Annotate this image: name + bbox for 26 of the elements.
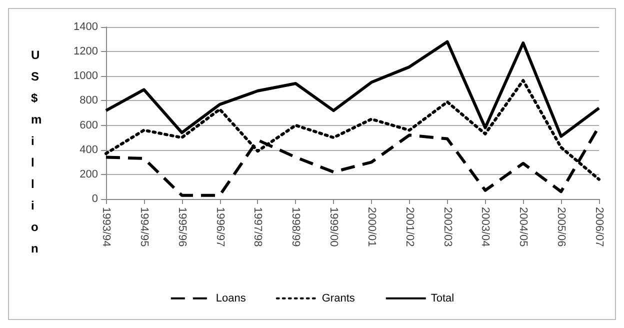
x-tick-label: 1998/99 <box>290 207 302 247</box>
x-tick-label: 2001/02 <box>403 207 416 247</box>
x-tick-label: 2006/07 <box>593 207 605 247</box>
x-tick-label: 2005/06 <box>555 207 568 247</box>
y-tick-label: 800 <box>80 94 98 107</box>
y-tick-label: 400 <box>80 144 98 156</box>
y-tick-label: 600 <box>80 119 98 132</box>
legend-label: Total <box>430 292 454 304</box>
x-tick-label: 2002/03 <box>441 207 454 247</box>
legend-label: Grants <box>322 292 356 304</box>
x-tick-label: 1997/98 <box>252 207 264 247</box>
x-tick-label: 2000/01 <box>365 207 378 247</box>
y-tick-label: 1400 <box>74 21 98 33</box>
x-tick-label: 1996/97 <box>214 207 226 247</box>
y-tick-label: 0 <box>92 193 98 205</box>
x-tick-label: 2003/04 <box>479 207 492 247</box>
x-tick-label: 1993/94 <box>100 207 112 247</box>
x-tick-label: 1995/96 <box>176 207 188 247</box>
x-tick-label: 1994/95 <box>138 207 150 247</box>
legend-label: Loans <box>216 292 246 304</box>
y-tick-label: 1200 <box>74 46 98 58</box>
y-tick-label: 200 <box>80 168 98 180</box>
x-tick-label: 2004/05 <box>517 207 530 247</box>
y-tick-label: 1000 <box>74 70 98 82</box>
text: US$ million <box>31 48 42 256</box>
x-tick-label: 1999/00 <box>328 207 340 247</box>
